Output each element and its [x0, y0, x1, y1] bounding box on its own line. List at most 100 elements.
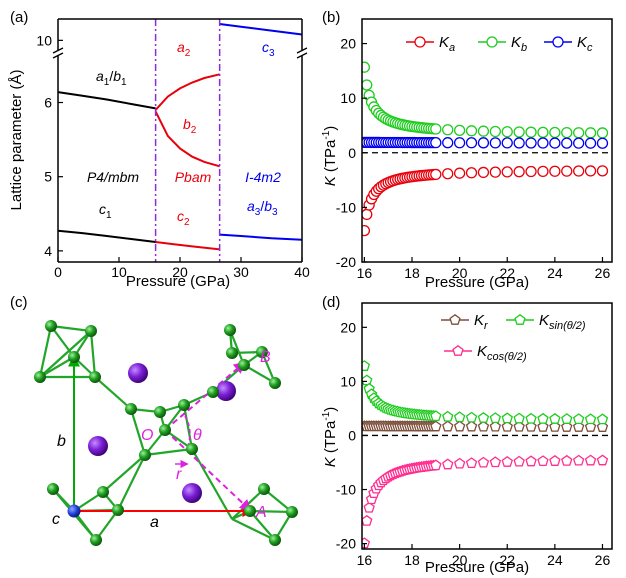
label-a3-b3: a3/b3: [247, 198, 278, 218]
small-atom: [45, 320, 57, 332]
data-point-Kc: [489, 137, 501, 149]
data-point-Kb: [477, 125, 490, 137]
data-point-Kr: [442, 420, 454, 432]
label-O: O: [141, 427, 153, 444]
small-atom: [286, 506, 298, 518]
data-point-Kr: [549, 420, 561, 432]
plot-area: [362, 360, 612, 549]
data-point-Kcos(θ/2): [537, 455, 549, 467]
data-point-Kcos(θ/2): [525, 455, 537, 467]
y-tick-label: -20: [336, 536, 356, 552]
large-atom: [216, 381, 236, 401]
data-point-Kb: [561, 126, 573, 139]
legend-marker-Kcos(θ/2): [452, 344, 464, 356]
data-point-Kc: [477, 137, 490, 149]
data-point-Kr: [465, 420, 478, 432]
data-point-Kb: [525, 126, 537, 138]
x-tick-label: 0: [54, 264, 62, 280]
data-point-Kc: [596, 137, 609, 149]
series-Kcos(θ/2): [362, 454, 609, 549]
data-point-Kc: [442, 137, 454, 149]
y-tick-label: 20: [340, 319, 356, 335]
data-point-Kr: [477, 420, 490, 432]
label-theta: θ: [193, 427, 202, 444]
legend-marker-Ka: [414, 36, 426, 48]
label-b2: b2: [183, 116, 197, 136]
data-point-Kcos(θ/2): [501, 455, 513, 467]
x-tick-label: 18: [404, 265, 420, 281]
data-point-Ksin(θ/2): [501, 412, 513, 424]
legend-label-Kr: Kr: [474, 312, 489, 332]
small-atom: [238, 359, 250, 371]
series-line-a3-b3: [219, 233, 303, 241]
y-tick-label: 10: [340, 373, 356, 389]
large-atom: [88, 436, 108, 456]
panel-a-ylabel: Lattice parameter (Å): [8, 70, 25, 211]
data-point-Ka: [465, 167, 478, 179]
data-point-Kcos(θ/2): [549, 454, 561, 466]
small-atom: [269, 534, 281, 546]
data-point-Kc: [430, 137, 442, 149]
data-point-Kcos(θ/2): [453, 457, 466, 469]
y-tick-label: 5: [44, 169, 52, 185]
small-atom: [47, 483, 59, 495]
atom-O: [159, 424, 171, 436]
panel-d-ylabel: K (TPa-1): [321, 407, 339, 468]
x-tick-label: 26: [595, 552, 611, 568]
small-atom: [85, 325, 97, 337]
data-point-Kc: [561, 137, 573, 149]
label-c2: c2: [177, 208, 190, 228]
label-A: A: [255, 504, 267, 521]
y-tick-label: -10: [336, 199, 356, 215]
label-c1: c1: [99, 201, 112, 221]
y-tick-label: 0: [348, 145, 356, 161]
data-point-Ka: [489, 166, 501, 178]
data-point-Kcos(θ/2): [477, 456, 490, 468]
x-tick-label: 20: [452, 265, 468, 281]
data-point-Ksin(θ/2): [537, 412, 549, 424]
panel-b-label: (b): [322, 9, 340, 26]
theta-arc: [184, 415, 191, 447]
data-point-Kr: [537, 420, 549, 432]
small-atom: [68, 351, 80, 363]
x-tick-label: 10: [111, 264, 127, 280]
series-line-c3: [219, 23, 303, 36]
data-point-Kc: [465, 137, 478, 149]
panel-d-compressibility-chart: (d) 16 18 20 22 24 26 -20 -10 0 10 20 Pressure (GP…: [321, 294, 613, 576]
data-point-Kc: [453, 137, 466, 149]
data-point-Kcos(θ/2): [513, 455, 525, 467]
panel-b-compressibility-chart: (b) 16 18 20 22 24 26 -20 -10 0 10 20 Pressure (GP…: [321, 9, 613, 291]
data-point-Ksin(θ/2): [525, 412, 537, 424]
small-atom: [89, 371, 101, 383]
data-point-Kc: [513, 137, 525, 149]
data-point-Kc: [573, 137, 585, 149]
panel-b-xlabel: Pressure (GPa): [425, 274, 529, 291]
data-point-Ka: [596, 165, 609, 177]
series-line-b2: [154, 110, 220, 168]
x-tick-label: 20: [452, 552, 468, 568]
data-point-Kr: [453, 420, 466, 432]
panel-c-label: (c): [10, 294, 28, 311]
data-point-Kb: [549, 126, 561, 139]
label-a1-b1: a1/b1: [96, 68, 127, 88]
label-c3: c3: [262, 39, 275, 59]
data-point-Kr: [489, 420, 502, 432]
small-atom: [90, 534, 102, 546]
data-point-Kb: [362, 79, 373, 91]
data-point-Ksin(θ/2): [584, 413, 597, 425]
plot-frame: [361, 302, 613, 550]
series-line-c1: [57, 229, 156, 243]
x-tick-label: 24: [547, 552, 563, 568]
data-point-Ka: [442, 168, 454, 180]
label-r: r: [176, 466, 182, 483]
x-tick-label: 16: [357, 552, 373, 568]
data-point-Kr: [561, 420, 573, 432]
data-point-Kr: [513, 420, 525, 432]
x-tick-label: 30: [233, 264, 249, 280]
small-atom: [125, 403, 137, 415]
axis-break-mark: [296, 47, 308, 54]
y-tick-label: 0: [348, 427, 356, 443]
legend-label-Ka: Ka: [439, 34, 455, 54]
legend-label-Ksin(θ/2): Ksin(θ/2): [539, 312, 586, 332]
data-point-Kb: [501, 126, 513, 138]
